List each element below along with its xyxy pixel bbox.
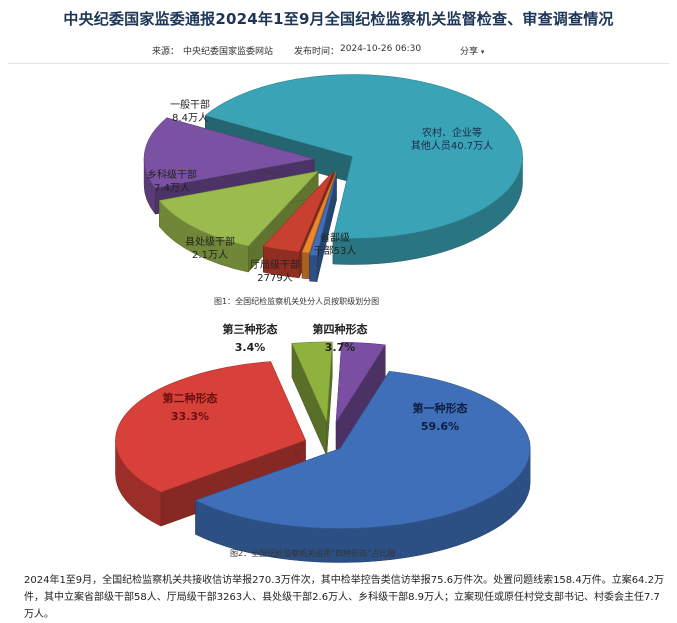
chart-2-caption: 图2：全国纪检监察机关运用“四种形态”占比图: [230, 549, 396, 558]
source-link[interactable]: 中央纪委国家监委网站: [183, 47, 274, 57]
slice-top-厅局级干部: [301, 171, 337, 254]
slice-label-第二种形态: 第二种形态 33.3%: [163, 391, 218, 423]
slice-top-农村-企业等其他人员: [204, 74, 523, 239]
slice-top-第一种形态: [194, 370, 531, 529]
share-button[interactable]: 分享 ▾: [460, 47, 485, 57]
divider: [8, 63, 669, 64]
slice-label-厅局级干部: 厅局级干部 2779人: [250, 258, 300, 284]
slice-label-第三种形态: 第三种形态 3.4%: [223, 322, 278, 354]
slice-top-第三种形态: [291, 341, 333, 423]
slice-第三种形态: [291, 341, 333, 457]
slice-top-第二种形态: [115, 361, 306, 493]
slice-label-第一种形态: 第一种形态 59.6%: [413, 401, 468, 433]
slice-label-一般干部: 一般干部 8.4万人: [170, 98, 210, 124]
slice-top-乡科级干部: [158, 170, 320, 247]
page-title: 中央纪委国家监委通报2024年1至9月全国纪检监察机关监督检查、审查调查情况: [63, 10, 614, 28]
slice-top-第四种形态: [335, 341, 386, 423]
chart-1-caption: 图1：全国纪检监察机关处分人员按职级划分图: [214, 297, 380, 306]
chevron-down-icon: ▾: [480, 48, 485, 56]
source-label: 来源：: [152, 47, 180, 57]
slice-top-县处级干部: [262, 171, 334, 253]
body-paragraph-line-2: 件，其中立案省部级干部58人、厅局级干部3263人、县处级干部2.6万人、乡科级…: [24, 592, 660, 620]
slice-wall-厅局级干部: [301, 251, 310, 280]
slice-label-省部级干部: 省部级干部53人: [314, 231, 357, 257]
slice-wall-省部级干部: [309, 254, 318, 282]
slice-label-农村-企业等其他人员: 农村、企业等其他人员40.7万人: [411, 126, 493, 152]
chart-2: 第一种形态 59.6% 第二种形态 33.3% 第三种形态 3.4% 第四种形态 3.7%: [115, 322, 531, 563]
slice-第一种形态: [194, 370, 531, 563]
article-body: 2024年1至9月，全国纪检监察机关共接收信访举报270.3万件次，其中检举控告…: [24, 572, 664, 623]
slice-label-第四种形态: 第四种形态 3.7%: [313, 322, 368, 354]
slice-label-乡科级干部: 乡科级干部 7.4万人: [147, 168, 197, 194]
slice-省部级干部: [309, 174, 337, 282]
published-time: 2024-10-26 06:30: [340, 44, 422, 54]
body-paragraph-line-1: 2024年1至9月，全国纪检监察机关共接收信访举报270.3万件次，其中检举控告…: [24, 575, 664, 586]
slice-第四种形态: [335, 341, 386, 458]
slice-top-省部级干部: [309, 174, 337, 256]
published-label: 发布时间：: [294, 47, 340, 57]
slice-top-一般干部: [143, 117, 315, 189]
slice-label-县处级干部: 县处级干部 2.1万人: [185, 235, 235, 261]
